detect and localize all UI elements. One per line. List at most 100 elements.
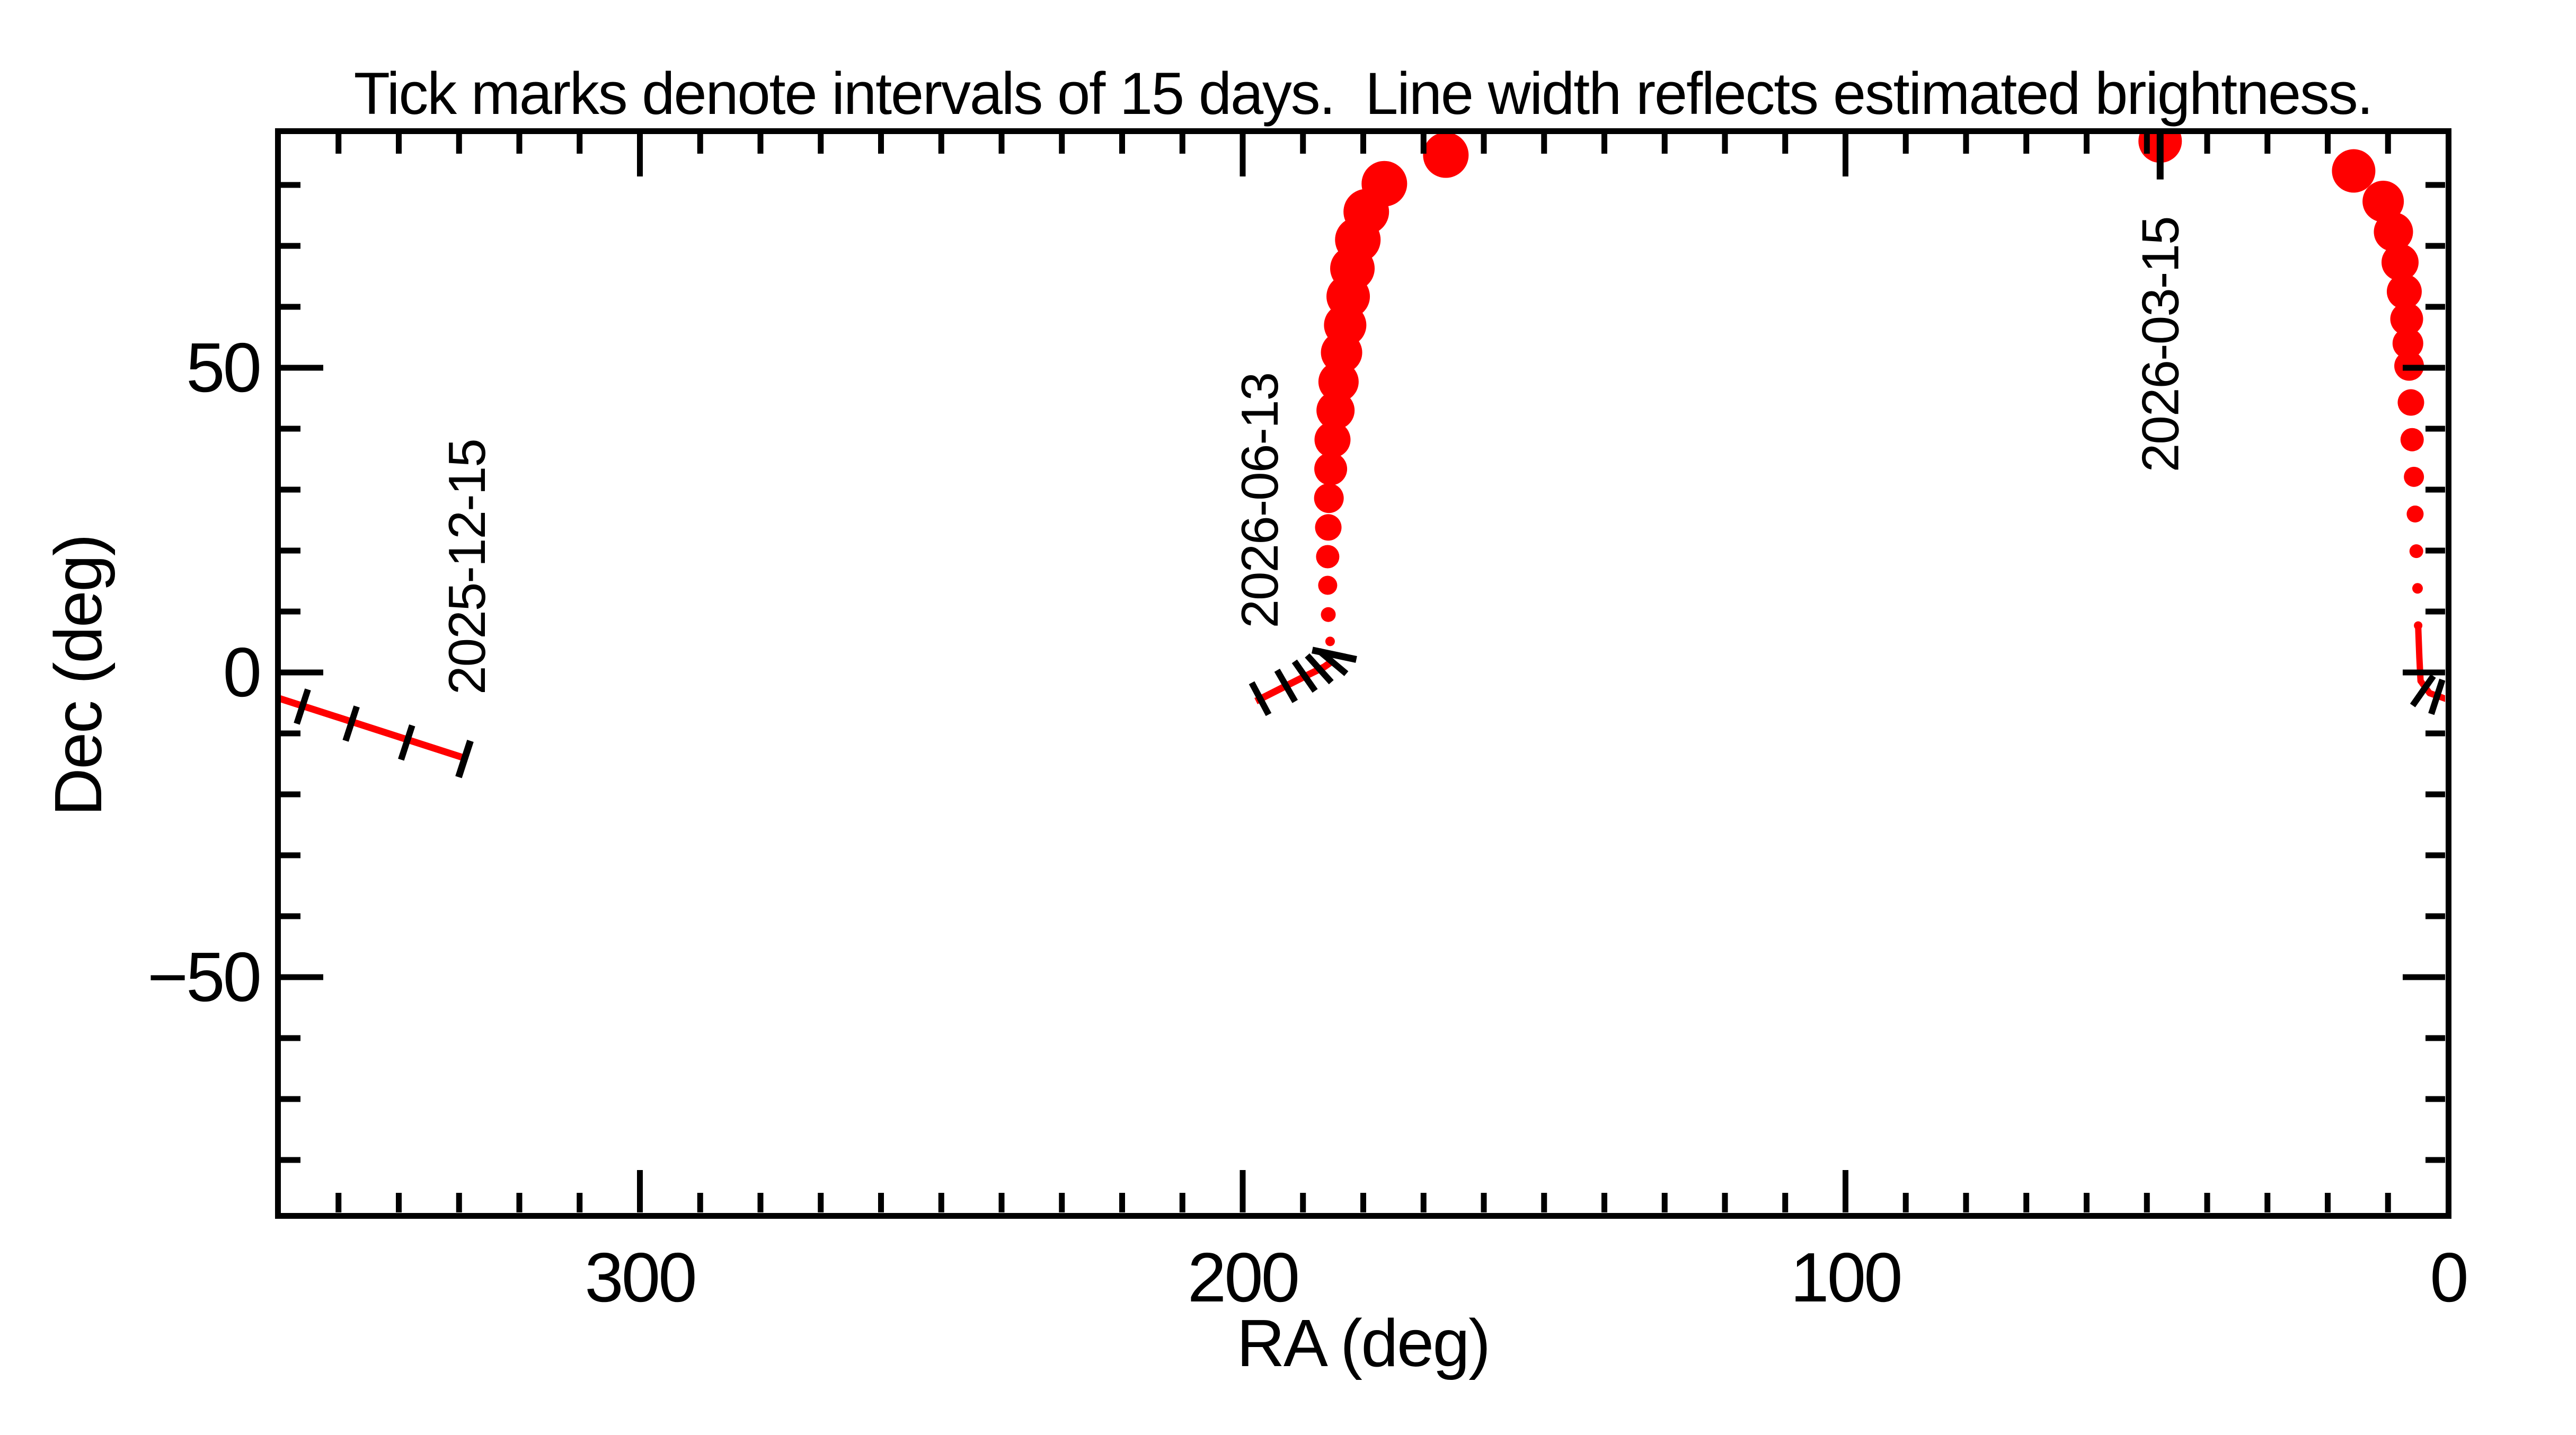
y-tick-label: 50 [186,329,262,406]
x-axis-minor-tick [938,134,944,154]
x-axis-major-tick [1240,1170,1246,1212]
x-axis-minor-tick [1963,1193,1969,1212]
track-point [1314,452,1348,485]
y-axis-minor-tick [2425,608,2445,615]
y-axis-minor-tick [2425,182,2445,188]
track-point [1361,161,1407,207]
x-axis-minor-tick [396,1193,402,1212]
x-axis-minor-tick [335,134,342,154]
y-axis-minor-tick [281,304,300,310]
interval-tick-mark [1291,659,1318,693]
x-axis-minor-tick [2325,1193,2331,1212]
track-point [2382,244,2419,281]
x-axis-title: RA (deg) [1236,1306,1491,1380]
interval-tick-mark [294,688,311,725]
x-axis-minor-tick [818,1193,824,1212]
track-point [2392,328,2423,359]
x-tick-label: 200 [1187,1238,1300,1316]
x-axis-major-tick [1843,134,1848,176]
y-axis-minor-tick [281,730,300,737]
x-axis-minor-tick [2023,1193,2030,1212]
y-axis-minor-tick [281,608,300,615]
y-axis-minor-tick [2425,486,2445,493]
x-axis-minor-tick [818,134,824,154]
interval-tick-mark [1305,653,1334,685]
x-axis-minor-tick [1360,1193,1366,1212]
date-label: 2026-06-13 [1231,373,1289,628]
x-axis-minor-tick [938,1193,944,1212]
track-point [1318,575,1338,595]
x-axis-minor-tick [1481,134,1487,154]
y-axis-minor-tick [2425,1096,2445,1102]
x-axis-minor-tick [1119,134,1125,154]
y-axis-minor-tick [281,1157,300,1163]
track-point [2406,506,2424,522]
track-point [1325,636,1335,646]
date-tick-mark [1311,646,1357,663]
x-axis-minor-tick [1059,134,1065,154]
track-point [1314,421,1351,458]
y-axis-minor-tick [2425,547,2445,554]
y-axis-major-tick [281,974,323,980]
x-axis-minor-tick [2084,134,2090,154]
x-tick-label: 300 [585,1238,697,1316]
x-axis-minor-tick [2325,134,2331,154]
track-point [2362,181,2404,223]
x-axis-minor-tick [2144,134,2150,154]
interval-tick-mark [1274,668,1298,703]
x-axis-minor-tick [998,134,1005,154]
x-axis-minor-tick [1541,134,1547,154]
x-axis-minor-tick [878,134,884,154]
plot-frame [275,128,2451,1219]
y-axis-major-tick [2403,365,2445,371]
x-axis-minor-tick [2264,1193,2271,1212]
track-line [281,695,469,763]
date-tick-mark [455,740,474,778]
x-axis-minor-tick [757,134,764,154]
y-axis-minor-tick [2425,730,2445,737]
track-point [2409,544,2423,559]
y-axis-minor-tick [2425,426,2445,432]
y-tick-label: −50 [147,938,262,1016]
track-point [1316,391,1355,430]
interval-tick-mark [1249,681,1272,716]
track-point [2400,428,2424,451]
y-axis-minor-tick [281,547,300,554]
track-point [1321,607,1336,622]
x-axis-minor-tick [2385,134,2391,154]
y-axis-minor-tick [2425,1035,2445,1041]
track-point [2404,466,2424,487]
x-axis-minor-tick [878,1193,884,1212]
date-label: 2026-03-15 [2131,217,2189,472]
x-axis-minor-tick [1661,1193,1668,1212]
chart-title: Tick marks denote intervals of 15 days. … [353,60,2374,127]
x-axis-minor-tick [1902,134,1909,154]
y-axis-minor-tick [2425,243,2445,249]
x-axis-minor-tick [1782,1193,1789,1212]
x-axis-minor-tick [1300,1193,1306,1212]
y-axis-minor-tick [281,852,300,858]
x-axis-minor-tick [697,1193,703,1212]
x-axis-minor-tick [697,134,703,154]
x-axis-minor-tick [1481,1193,1487,1212]
y-axis-minor-tick [281,913,300,919]
x-axis-minor-tick [577,1193,583,1212]
track-point [2397,389,2424,416]
x-axis-minor-tick [1963,134,1969,154]
x-axis-minor-tick [1722,1193,1728,1212]
x-axis-minor-tick [1119,1193,1125,1212]
interval-tick-mark [2428,678,2445,715]
track-point [1316,545,1340,569]
track-plot-svg: 2025-12-15 2026-06-13 2026-03-15 [281,134,2445,1212]
x-axis-minor-tick [2385,1193,2391,1212]
y-axis-minor-tick [2425,1157,2445,1163]
y-axis-minor-tick [2425,791,2445,798]
track-point [2374,212,2413,252]
y-tick-label: 0 [223,633,262,711]
x-axis-minor-tick [2084,1193,2090,1212]
y-axis-minor-tick [281,791,300,798]
x-axis-minor-tick [1300,134,1306,154]
x-axis-major-tick [1843,1170,1848,1212]
x-axis-minor-tick [516,1193,523,1212]
date-label: 2025-12-15 [438,439,496,695]
